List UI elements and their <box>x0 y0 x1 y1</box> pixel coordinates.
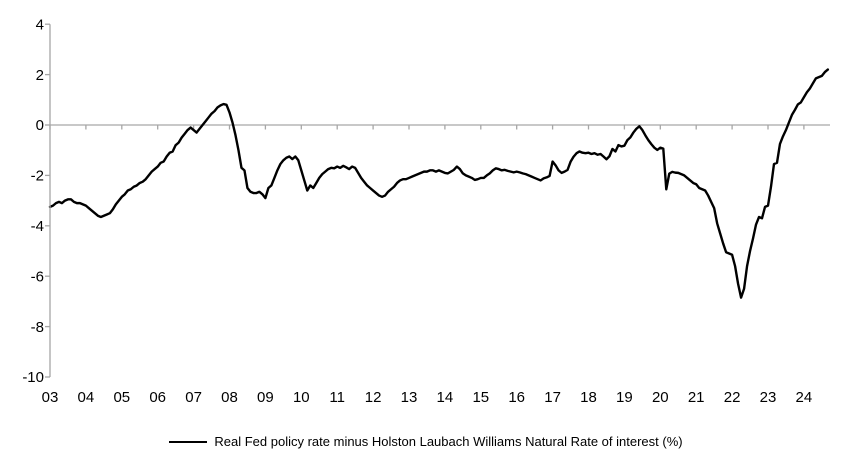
y-tick-label: -4 <box>31 218 44 235</box>
x-tick-label: 23 <box>760 389 777 406</box>
y-tick-label: 0 <box>36 117 44 134</box>
y-tick-label: -8 <box>31 319 44 336</box>
x-tick-label: 17 <box>544 389 561 406</box>
legend-label: Real Fed policy rate minus Holston Lauba… <box>214 434 683 449</box>
x-tick-label: 08 <box>221 389 238 406</box>
x-tick-label: 22 <box>724 389 741 406</box>
y-tick-label: -10 <box>22 369 44 386</box>
x-tick-label: 11 <box>329 389 345 406</box>
x-tick-label: 20 <box>652 389 669 406</box>
x-tick-label: 15 <box>472 389 489 406</box>
x-tick-label: 03 <box>42 389 59 406</box>
x-tick-label: 05 <box>113 389 130 406</box>
x-tick-label: 09 <box>257 389 274 406</box>
x-tick-label: 04 <box>78 389 95 406</box>
x-tick-label: 21 <box>688 389 705 406</box>
x-tick-label: 07 <box>185 389 202 406</box>
y-tick-label: 4 <box>36 16 44 33</box>
x-tick-label: 12 <box>365 389 382 406</box>
y-tick-label: -2 <box>31 168 44 185</box>
y-tick-label: -6 <box>31 268 44 285</box>
y-tick-label: 2 <box>36 67 44 84</box>
x-tick-label: 19 <box>616 389 633 406</box>
x-tick-label: 10 <box>293 389 310 406</box>
x-tick-label: 13 <box>401 389 418 406</box>
series-line-real-fed-policy-rate <box>48 68 830 299</box>
legend: Real Fed policy rate minus Holston Lauba… <box>0 434 852 449</box>
x-tick-label: 18 <box>580 389 597 406</box>
x-tick-label: 24 <box>796 389 813 406</box>
legend-line-swatch <box>169 440 208 443</box>
x-tick-label: 16 <box>508 389 525 406</box>
x-tick-label: 06 <box>149 389 166 406</box>
x-tick-label: 14 <box>437 389 454 406</box>
